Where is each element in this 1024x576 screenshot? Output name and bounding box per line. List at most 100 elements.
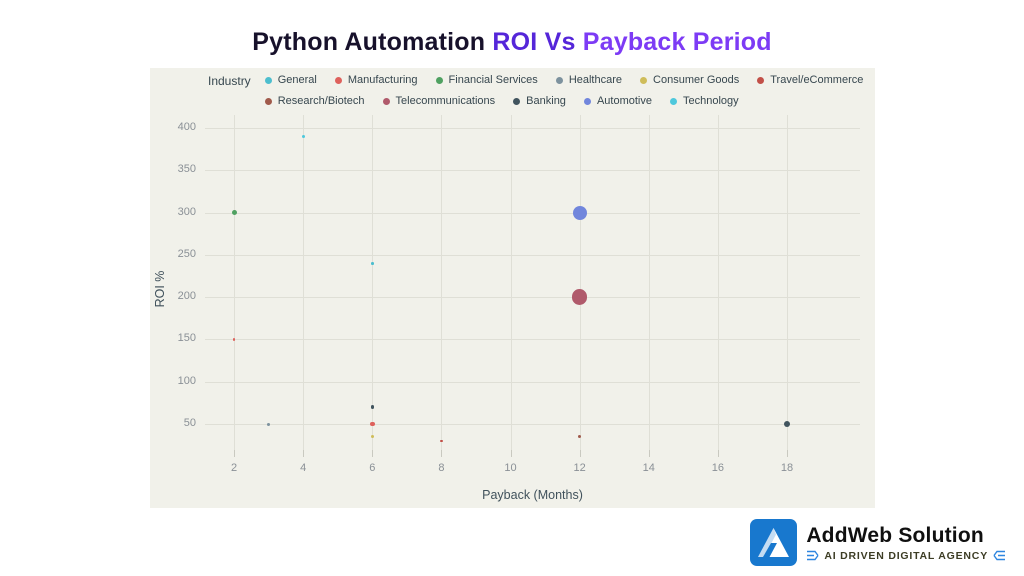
legend-item[interactable]: Banking bbox=[513, 92, 566, 110]
legend-items: General Manufacturing Financial Services He… bbox=[264, 70, 905, 110]
legend-item[interactable]: Technology bbox=[669, 92, 739, 110]
legend-item-label: Travel/eCommerce bbox=[770, 74, 864, 86]
x-axis-title: Payback (Months) bbox=[482, 488, 583, 502]
y-gridline bbox=[205, 339, 860, 341]
data-point[interactable] bbox=[783, 420, 791, 428]
legend-item[interactable]: Travel/eCommerce bbox=[757, 71, 863, 89]
legend-item[interactable]: Research/Biotech bbox=[264, 92, 365, 110]
tagline-text: AI DRIVEN DIGITAL AGENCY bbox=[824, 549, 988, 562]
legend-swatch bbox=[757, 76, 765, 84]
x-tick-label: 4 bbox=[300, 462, 307, 474]
y-gridline bbox=[205, 212, 860, 214]
x-tick-mark bbox=[234, 450, 235, 457]
x-tick-mark bbox=[648, 450, 650, 457]
x-tick-label: 6 bbox=[369, 462, 376, 474]
legend-swatch bbox=[435, 76, 443, 84]
x-tick-mark bbox=[510, 450, 512, 457]
data-point[interactable] bbox=[440, 439, 443, 443]
legend-item-label: General bbox=[277, 74, 317, 86]
x-tick-label: 14 bbox=[642, 462, 655, 474]
tagline-row: AI DRIVEN DIGITAL AGENCY bbox=[806, 550, 1006, 562]
x-tick-label: 18 bbox=[780, 462, 794, 474]
x-gridline bbox=[234, 115, 235, 450]
legend-item-label: Financial Services bbox=[448, 74, 538, 86]
y-tick-label: 350 bbox=[177, 163, 196, 176]
data-point[interactable] bbox=[577, 434, 582, 439]
y-tick-label: 50 bbox=[183, 417, 196, 429]
x-gridline bbox=[579, 115, 581, 450]
x-gridline bbox=[441, 115, 443, 450]
x-tick-mark bbox=[303, 450, 305, 457]
data-point[interactable] bbox=[571, 289, 588, 305]
legend-swatch bbox=[264, 76, 272, 84]
y-tick-label: 400 bbox=[177, 121, 196, 133]
data-point[interactable] bbox=[371, 262, 374, 265]
data-point[interactable] bbox=[231, 210, 237, 216]
y-tick-label: 250 bbox=[177, 247, 196, 260]
data-point[interactable] bbox=[232, 338, 236, 341]
legend-item[interactable]: Financial Services bbox=[435, 71, 538, 89]
legend-item-label: Healthcare bbox=[568, 74, 623, 86]
legend-item[interactable]: Healthcare bbox=[555, 71, 623, 89]
x-tick-label: 16 bbox=[711, 462, 724, 474]
legend-swatch bbox=[513, 97, 521, 105]
y-gridline bbox=[205, 381, 860, 383]
swoosh-right-icon bbox=[993, 550, 1005, 561]
y-tick-label: 200 bbox=[177, 290, 196, 303]
brand-text-block: AddWeb Solution AI DRIVEN DIGITAL AGENCY bbox=[806, 524, 1006, 562]
data-point[interactable] bbox=[370, 435, 374, 439]
y-axis-title: ROI % bbox=[153, 270, 167, 308]
x-gridline bbox=[717, 115, 719, 450]
legend-swatch bbox=[334, 76, 342, 84]
swoosh-left-icon bbox=[807, 550, 819, 561]
footer-brand: AddWeb Solution AI DRIVEN DIGITAL AGENCY bbox=[750, 519, 1006, 566]
x-tick-mark bbox=[372, 450, 374, 457]
title-part-accent2: Payback Period bbox=[582, 28, 772, 56]
legend-swatch bbox=[583, 97, 591, 105]
y-gridline bbox=[205, 424, 860, 425]
data-point[interactable] bbox=[572, 205, 587, 220]
legend-item[interactable]: Manufacturing bbox=[334, 71, 418, 89]
x-gridline bbox=[372, 115, 374, 450]
legend-item-label: Banking bbox=[526, 95, 566, 107]
legend-item[interactable]: Telecommunications bbox=[382, 92, 496, 110]
y-tick-label: 150 bbox=[177, 332, 196, 345]
y-tick-label: 100 bbox=[177, 374, 196, 387]
legend-item-label: Telecommunications bbox=[395, 95, 496, 107]
data-point[interactable] bbox=[267, 422, 271, 426]
x-tick-mark bbox=[441, 450, 443, 457]
y-tick-label: 300 bbox=[177, 205, 196, 218]
legend-swatch bbox=[382, 97, 390, 105]
legend-swatch bbox=[669, 97, 677, 105]
data-point[interactable] bbox=[370, 421, 375, 427]
legend-swatch bbox=[640, 76, 648, 84]
legend-item-label: Automotive bbox=[596, 95, 652, 107]
y-gridline bbox=[205, 297, 860, 299]
data-point[interactable] bbox=[301, 134, 305, 138]
legend-item-label: Consumer Goods bbox=[653, 74, 740, 86]
x-gridline bbox=[303, 115, 305, 450]
x-tick-mark bbox=[579, 450, 581, 457]
x-tick-mark bbox=[787, 450, 788, 457]
chart-title: Python Automation ROI Vs Payback Period bbox=[0, 28, 1024, 57]
legend-item[interactable]: Consumer Goods bbox=[640, 71, 739, 89]
y-gridline bbox=[205, 128, 860, 129]
x-tick-label: 2 bbox=[230, 462, 238, 474]
legend-item[interactable]: Automotive bbox=[583, 92, 652, 110]
brand-name: AddWeb Solution bbox=[806, 523, 984, 547]
data-point[interactable] bbox=[370, 405, 374, 409]
legend-swatch bbox=[555, 76, 563, 84]
legend: Industry General Manufacturing Financial S… bbox=[208, 70, 905, 110]
addweb-logo-icon bbox=[750, 519, 798, 566]
x-gridline bbox=[648, 115, 650, 450]
x-gridline bbox=[787, 115, 788, 450]
legend-item-label: Manufacturing bbox=[347, 74, 418, 86]
x-gridline bbox=[510, 115, 512, 450]
legend-item-label: Technology bbox=[682, 95, 739, 107]
title-part-accent1: ROI Vs bbox=[492, 28, 583, 56]
legend-item[interactable]: General bbox=[264, 71, 317, 89]
x-tick-label: 10 bbox=[504, 462, 517, 474]
legend-swatch bbox=[264, 97, 272, 105]
x-tick-label: 8 bbox=[438, 462, 445, 474]
